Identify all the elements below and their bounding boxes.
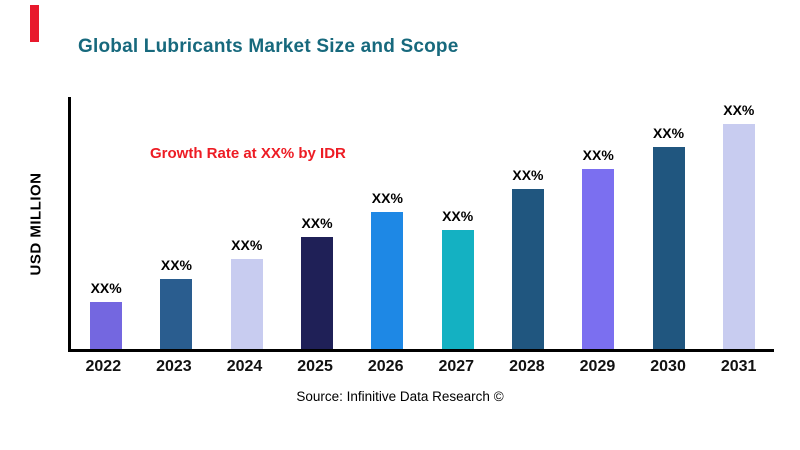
bar-value-label: XX% (512, 167, 544, 184)
bar-value-label: XX% (652, 124, 685, 141)
bar-slot-2022: XX% (71, 97, 141, 349)
bar-2026 (371, 211, 404, 349)
bar-2029 (582, 169, 615, 349)
bar-2024 (230, 259, 263, 349)
x-tick-2031: 2031 (720, 358, 757, 375)
bar-slot-2027: XX% (422, 97, 492, 349)
bar-slot-2029: XX% (563, 97, 633, 349)
x-axis-labels: 2022 2023 2024 2025 2026 2027 2028 2029 2030 2031 (68, 358, 774, 376)
x-tick-2025: 2025 (297, 358, 333, 375)
bar-value-label: XX% (442, 207, 474, 224)
bar-value-label: XX% (301, 214, 333, 231)
bar-value-label: XX% (723, 102, 755, 118)
plot-area: XX% XX% XX% XX% XX% XX% XX% XX% XX% XX% (68, 97, 774, 352)
x-tick-2027: 2027 (438, 358, 475, 375)
bar-2027 (441, 229, 474, 349)
bar-value-label: XX% (371, 189, 403, 206)
chart-title: Global Lubricants Market Size and Scope (78, 36, 459, 57)
growth-rate-annotation: Growth Rate at XX% by IDR (150, 145, 346, 162)
x-tick-2024: 2024 (226, 358, 263, 375)
x-tick-2026: 2026 (367, 358, 404, 375)
bar-2025 (301, 236, 334, 349)
red-accent-bar (30, 5, 39, 42)
bar-value-label: XX% (231, 237, 263, 253)
x-tick-2023: 2023 (156, 358, 192, 375)
bar-2031 (722, 124, 755, 349)
bar-slot-2023: XX% (141, 97, 211, 349)
bar-2022 (90, 301, 123, 349)
bar-value-label: XX% (160, 257, 192, 274)
bar-value-label: XX% (582, 147, 614, 163)
bar-slot-2025: XX% (282, 97, 352, 349)
bar-2030 (652, 146, 685, 349)
bars-container: XX% XX% XX% XX% XX% XX% XX% XX% XX% XX% (71, 97, 774, 349)
x-tick-2030: 2030 (650, 358, 686, 375)
bar-2028 (511, 189, 544, 349)
bar-value-label: XX% (90, 279, 122, 296)
bar-slot-2030: XX% (633, 97, 703, 349)
y-axis-label: USD MILLION (27, 172, 45, 276)
x-tick-2028: 2028 (509, 358, 545, 375)
bar-slot-2031: XX% (704, 97, 774, 349)
bar-slot-2024: XX% (212, 97, 282, 349)
bar-2023 (160, 279, 193, 349)
source-text: Source: Infinitive Data Research © (296, 389, 504, 404)
bar-slot-2026: XX% (352, 97, 422, 349)
x-tick-2022: 2022 (85, 358, 122, 375)
bar-slot-2028: XX% (493, 97, 563, 349)
x-tick-2029: 2029 (579, 358, 616, 375)
